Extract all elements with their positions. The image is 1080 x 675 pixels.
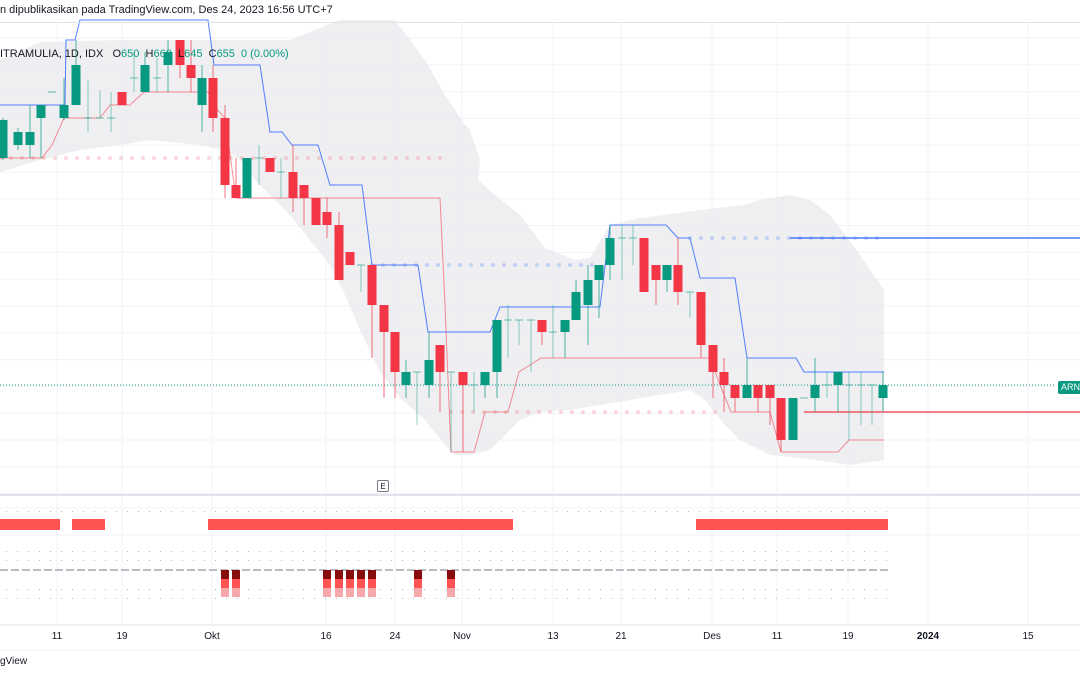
low-value: 645 <box>184 48 203 60</box>
last-price-tag: ARNA <box>1058 381 1080 394</box>
high-value: 660 <box>153 48 172 60</box>
symbol-name: ITRAMULIA, 1D, IDX <box>0 48 104 60</box>
time-axis-label: 13 <box>547 631 559 642</box>
publish-header: n dipublikasikan pada TradingView.com, D… <box>0 4 333 16</box>
time-axis-label: 19 <box>842 631 854 642</box>
time-axis-label: 21 <box>615 631 627 642</box>
symbol-legend[interactable]: ITRAMULIA, 1D, IDX O650 H660 L645 C655 0… <box>0 48 289 60</box>
channel-bands <box>0 19 1080 453</box>
indicator-panes <box>0 511 888 599</box>
tradingview-watermark: gView <box>0 656 28 667</box>
time-axis-label: Nov <box>453 631 471 642</box>
time-axis-label: 11 <box>51 631 63 642</box>
header-divider <box>0 22 1080 23</box>
time-axis-label: 11 <box>771 631 783 642</box>
time-axis-label: 2024 <box>916 631 940 642</box>
time-axis-label: 19 <box>116 631 128 642</box>
time-axis-label: 24 <box>389 631 401 642</box>
high-label: H <box>145 48 154 60</box>
earnings-marker[interactable]: E <box>377 480 389 492</box>
time-axis-label: Des <box>703 631 721 642</box>
time-axis-label: 16 <box>320 631 332 642</box>
low-label: L <box>177 48 185 60</box>
close-label: C <box>208 48 217 60</box>
time-axis-label: 15 <box>1022 631 1034 642</box>
candlestick-series <box>0 40 888 452</box>
open-value: 650 <box>121 48 140 60</box>
close-value: 655 <box>216 48 235 60</box>
time-axis-label: Okt <box>204 631 220 642</box>
open-label: O <box>112 48 122 60</box>
change-value: 0 (0.00%) <box>241 48 289 60</box>
